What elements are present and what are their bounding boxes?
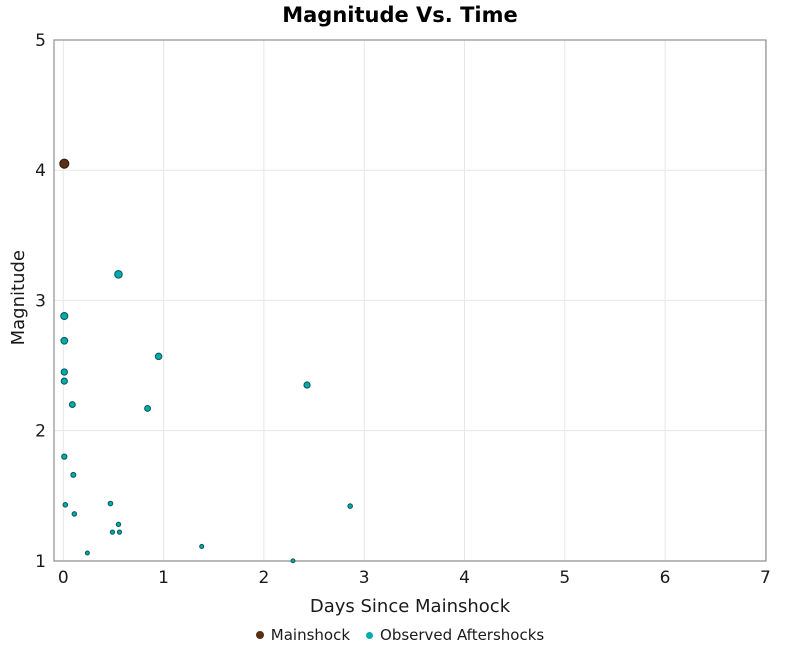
mainshock-legend-marker-icon <box>255 631 264 639</box>
x-tick-label-3: 3 <box>359 568 370 588</box>
y-tick-label-4: 5 <box>35 31 46 51</box>
legend-item-mainshock: Mainshock <box>255 626 351 644</box>
y-tick-label-3: 4 <box>35 161 46 181</box>
y-tick-label-2: 3 <box>35 291 46 311</box>
observed-aftershocks-data-point <box>199 543 205 550</box>
x-tick-label-7: 7 <box>760 568 771 588</box>
observed-aftershocks-data-point <box>60 311 69 321</box>
x-tick-label-2: 2 <box>258 568 269 588</box>
x-tick-label-6: 6 <box>660 568 671 588</box>
y-tick-label-1: 2 <box>35 422 46 442</box>
observed-aftershocks-data-point <box>84 550 90 556</box>
observed-aftershocks-data-point <box>71 511 78 517</box>
observed-aftershocks-data-point <box>144 405 151 412</box>
x-tick-label-1: 1 <box>158 568 169 588</box>
observed-aftershocks-data-point <box>60 377 68 385</box>
legend-label-aftershocks: Observed Aftershocks <box>380 626 545 644</box>
observed-aftershocks-data-point <box>109 529 116 535</box>
y-axis-label-wrap: Magnitude <box>8 0 29 596</box>
x-tick-label-4: 4 <box>459 568 470 588</box>
y-axis-label: Magnitude <box>8 250 29 346</box>
mainshock-data-point <box>59 158 70 169</box>
y-tick-label-0: 1 <box>35 552 46 572</box>
x-axis-label: Days Since Mainshock <box>309 596 511 617</box>
observed-aftershocks-data-point <box>290 558 296 564</box>
observed-aftershocks-data-point <box>116 529 123 535</box>
observed-aftershocks-data-point <box>70 471 77 478</box>
legend: Mainshock Observed Aftershocks <box>0 626 800 644</box>
observed-aftershocks-data-point <box>303 381 311 389</box>
observed-aftershocks-data-point <box>107 500 114 507</box>
observed-aftershocks-data-point <box>115 521 122 528</box>
observed-aftershocks-data-point <box>114 270 123 279</box>
observed-aftershocks-data-point <box>154 352 163 361</box>
aftershock-legend-marker-icon <box>366 631 374 639</box>
plot-frame <box>53 39 767 562</box>
x-tick-label-0: 0 <box>58 568 69 588</box>
legend-label-mainshock: Mainshock <box>270 626 351 644</box>
observed-aftershocks-data-point <box>61 453 68 460</box>
observed-aftershocks-data-point <box>68 401 76 409</box>
x-tick-label-5: 5 <box>559 568 570 588</box>
observed-aftershocks-data-point <box>62 501 69 508</box>
chart-title: Magnitude Vs. Time <box>282 3 518 27</box>
observed-aftershocks-data-point <box>60 368 68 376</box>
legend-item-aftershocks: Observed Aftershocks <box>366 626 544 644</box>
observed-aftershocks-data-point <box>347 503 353 509</box>
observed-aftershocks-data-point <box>60 336 69 345</box>
